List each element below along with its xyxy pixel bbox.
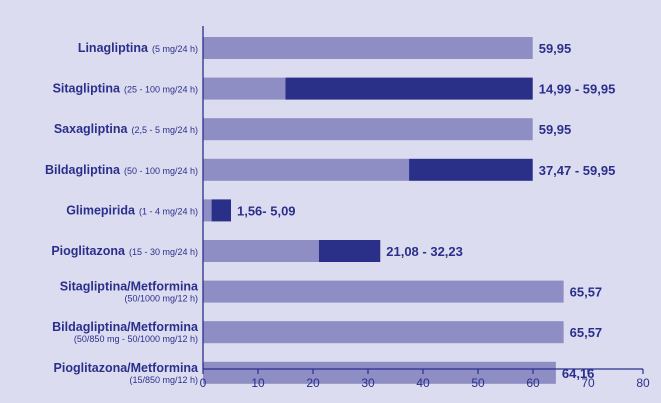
bar-range <box>318 240 381 262</box>
x-tick-label: 20 <box>306 376 320 390</box>
bar-base <box>203 240 319 262</box>
bar-base <box>203 118 533 141</box>
bar-base <box>203 77 286 100</box>
bar-base <box>203 158 410 181</box>
bar-base <box>203 280 564 303</box>
category-label: Pioglitazona/Metformina <box>54 361 200 375</box>
data-label: 65,57 <box>570 325 603 340</box>
category-name: Bildagliptina <box>45 163 121 177</box>
category-label: Bildagliptina (50 - 100 mg/24 h) <box>45 163 198 177</box>
data-label: 37,47 - 59,95 <box>539 163 616 178</box>
x-tick-label: 80 <box>636 376 650 390</box>
category-label: Sitagliptina (25 - 100 mg/24 h) <box>53 82 198 96</box>
category-label: Glimepirida (1 - 4 mg/24 h) <box>66 203 198 217</box>
bar-base <box>203 199 212 222</box>
data-label: 21,08 - 32,23 <box>386 244 463 259</box>
category-label: Linagliptina (5 mg/24 h) <box>78 41 198 55</box>
category-name: Pioglitazona <box>51 244 126 258</box>
data-label: 65,57 <box>570 285 603 300</box>
x-tick-label: 10 <box>251 376 265 390</box>
category-dose: (25 - 100 mg/24 h) <box>124 85 198 95</box>
category-dose: (50 - 100 mg/24 h) <box>124 166 198 176</box>
category-name: Sitagliptina <box>53 82 121 96</box>
category-label: Pioglitazona (15 - 30 mg/24 h) <box>51 244 198 258</box>
data-label: 1,56- 5,09 <box>237 203 296 218</box>
data-label: 59,95 <box>539 41 572 56</box>
x-tick-label: 50 <box>471 376 485 390</box>
x-tick-label: 30 <box>361 376 375 390</box>
data-label: 59,95 <box>539 122 572 137</box>
bar-base <box>203 361 556 384</box>
category-name: Linagliptina <box>78 41 149 55</box>
category-dose: (15/850 mg/12 h) <box>129 375 198 385</box>
bar-range <box>211 199 231 222</box>
category-dose: (15 - 30 mg/24 h) <box>129 247 198 257</box>
category-label: Saxagliptina (2,5 - 5 mg/24 h) <box>54 122 198 136</box>
bar-base <box>203 37 533 59</box>
x-tick-label: 70 <box>581 376 595 390</box>
category-dose: (50/850 mg - 50/1000 mg/12 h) <box>74 334 198 344</box>
bar-base <box>203 321 564 344</box>
category-label: Bildagliptina/Metformina <box>52 320 199 334</box>
x-tick-label: 0 <box>200 376 207 390</box>
category-name: Saxagliptina <box>54 122 129 136</box>
x-tick-label: 40 <box>416 376 430 390</box>
category-dose: (1 - 4 mg/24 h) <box>139 206 198 216</box>
category-dose: (5 mg/24 h) <box>152 44 198 54</box>
category-label: Sitagliptina/Metformina <box>60 280 199 294</box>
data-label: 14,99 - 59,95 <box>539 82 616 97</box>
bar-range <box>285 77 533 100</box>
category-name: Glimepirida <box>66 203 136 217</box>
x-axis: 0 10 20 30 40 50 60 70 80 <box>200 26 650 390</box>
bars-layer <box>203 37 564 384</box>
category-dose: (2,5 - 5 mg/24 h) <box>131 125 198 135</box>
x-tick-label: 60 <box>526 376 540 390</box>
category-labels-layer: 59,95 Linagliptina (5 mg/24 h) 14,99 - 59,9… <box>45 41 615 385</box>
category-dose: (50/1000 mg/12 h) <box>124 294 198 304</box>
bar-range <box>409 158 533 181</box>
